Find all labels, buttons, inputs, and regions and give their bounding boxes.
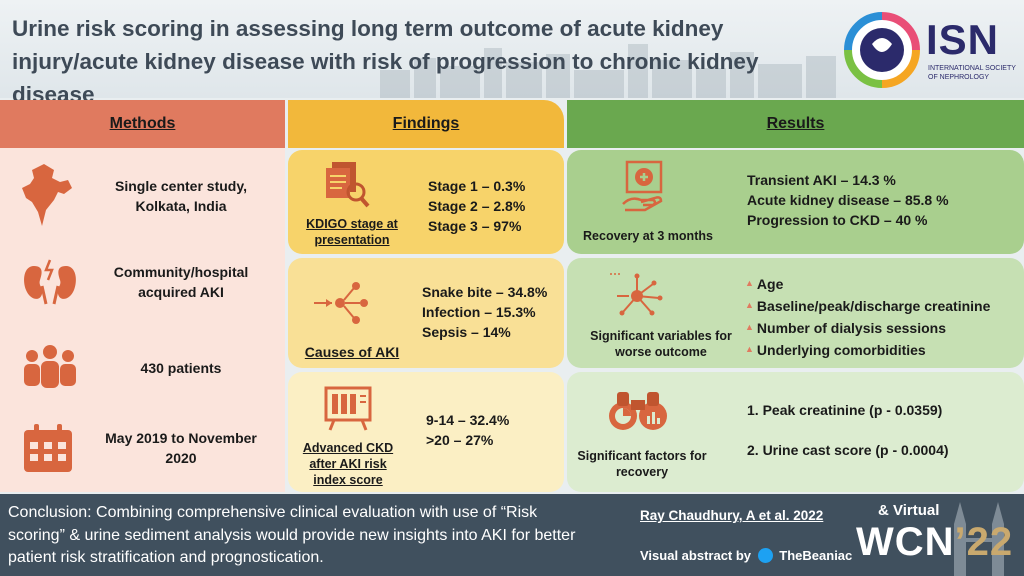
result-value: Baseline/peak/discharge creatinine xyxy=(756,298,991,314)
finding-card-causes: Causes of AKI Snake bite – 34.8% Infecti… xyxy=(288,258,564,368)
finding-value: 9-14 – 32.4% xyxy=(426,412,510,428)
method-item: 430 patients xyxy=(0,342,285,398)
result-card-recovery: Recovery at 3 months Transient AKI – 14.… xyxy=(567,150,1024,254)
finding-values: 9-14 – 32.4% >20 – 27% xyxy=(426,410,509,450)
twitter-bird-icon xyxy=(757,548,773,563)
result-value-row: ▲ Age xyxy=(745,274,990,296)
finding-value: Stage 2 – 2.8% xyxy=(428,198,526,214)
result-value: Progression to CKD – 40 % xyxy=(747,212,928,228)
result-value: Acute kidney disease – 85.8 % xyxy=(747,192,949,208)
result-value: 2. Urine cast score (p - 0.0004) xyxy=(747,442,949,458)
risk-index-board-icon xyxy=(324,386,372,431)
logo-text: ISN xyxy=(926,16,1000,63)
methods-header: Methods xyxy=(0,100,285,148)
finding-card-kdigo: KDIGO stage at presentation Stage 1 – 0.… xyxy=(288,150,564,254)
results-title: Results xyxy=(766,115,825,132)
result-value-row: ▲ Underlying comorbidities xyxy=(745,340,990,362)
finding-value: Stage 1 – 0.3% xyxy=(428,178,526,194)
variables-hub-icon xyxy=(610,273,663,316)
result-value: 1. Peak creatinine (p - 0.0359) xyxy=(747,402,943,418)
visual-abstract-credit: Visual abstract by TheBeaniac xyxy=(640,548,852,563)
city-skyline-decoration xyxy=(380,44,836,98)
finding-value: >20 – 27% xyxy=(426,432,494,448)
result-value-row: ▲ Number of dialysis sessions xyxy=(745,318,990,340)
method-text: Community/hospital acquired AKI xyxy=(113,264,249,300)
visual-abstract-label: Visual abstract by xyxy=(640,548,752,563)
result-card-variables: Significant variables for worse outcome … xyxy=(567,258,1024,368)
logo-subtitle: INTERNATIONAL SOCIETY OF NEPHROLOGY xyxy=(928,65,1016,81)
finding-values: Stage 1 – 0.3% Stage 2 – 2.8% Stage 3 – … xyxy=(428,176,525,236)
result-value: Underlying comorbidities xyxy=(756,342,926,358)
result-card-recovery-factors: Significant factors for recovery 1. Peak… xyxy=(567,372,1024,492)
header-banner: Urine risk scoring in assessing long ter… xyxy=(0,0,1024,107)
result-label: Significant variables for worse outcome xyxy=(590,329,732,359)
method-text: 430 patients xyxy=(140,360,222,376)
isn-logo: ISN INTERNATIONAL SOCIETY OF NEPHROLOGY xyxy=(842,6,1018,92)
wcn-event-logo: WCN’22 xyxy=(856,520,1013,565)
method-text: May 2019 to November 2020 xyxy=(105,430,257,466)
people-group-icon xyxy=(24,345,76,388)
documents-search-icon xyxy=(326,162,370,208)
arrow-up-icon: ▲ xyxy=(745,322,754,332)
finding-value: Infection – 15.3% xyxy=(422,304,536,320)
recovery-hand-icon xyxy=(622,160,663,212)
result-values: 1. Peak creatinine (p - 0.0359) 2. Urine… xyxy=(747,400,949,460)
finding-value: Snake bite – 34.8% xyxy=(422,284,548,300)
network-cause-icon xyxy=(314,282,368,324)
footer-bar: Conclusion: Combining comprehensive clin… xyxy=(0,494,1024,576)
result-value: Age xyxy=(756,276,784,292)
twin-towers-decoration xyxy=(954,502,1004,576)
method-item: Single center study, Kolkata, India xyxy=(0,162,285,232)
method-text: Single center study, Kolkata, India xyxy=(115,178,247,214)
result-value: Number of dialysis sessions xyxy=(756,320,946,336)
result-value-row: ▲ Baseline/peak/discharge creatinine xyxy=(745,296,990,318)
result-values: Transient AKI – 14.3 % Acute kidney dise… xyxy=(747,170,949,230)
method-item: May 2019 to November 2020 xyxy=(0,420,285,484)
twitter-handle[interactable]: TheBeaniac xyxy=(779,548,853,563)
finding-values: Snake bite – 34.8% Infection – 15.3% Sep… xyxy=(422,282,547,342)
findings-title: Findings xyxy=(392,115,460,132)
finding-label: KDIGO stage at presentation xyxy=(306,217,398,247)
conclusion-text: Conclusion: Combining comprehensive clin… xyxy=(8,504,576,566)
result-label: Significant factors for recovery xyxy=(577,449,707,479)
event-name: WCN xyxy=(856,520,955,564)
result-value: Transient AKI – 14.3 % xyxy=(747,172,896,188)
arrow-up-icon: ▲ xyxy=(745,344,754,354)
page-title: Urine risk scoring in assessing long ter… xyxy=(12,16,759,107)
finding-label: Advanced CKD after AKI risk index score xyxy=(302,441,394,487)
binoculars-chart-icon xyxy=(609,392,667,430)
citation-link[interactable]: Ray Chaudhury, A et al. 2022 xyxy=(640,508,824,523)
results-header: Results xyxy=(567,100,1024,148)
kidneys-icon xyxy=(24,259,76,305)
india-map-icon xyxy=(22,164,72,226)
method-item: Community/hospital acquired AKI xyxy=(0,256,285,320)
finding-label: Causes of AKI xyxy=(304,344,400,360)
isn-logo-emblem-icon xyxy=(844,12,920,88)
event-year: ’22 xyxy=(954,520,1014,564)
arrow-up-icon: ▲ xyxy=(745,278,754,288)
methods-panel: Single center study, Kolkata, India Comm… xyxy=(0,148,285,492)
finding-card-risk-index: Advanced CKD after AKI risk index score … xyxy=(288,372,564,492)
result-label: Recovery at 3 months xyxy=(583,229,713,243)
findings-header: Findings xyxy=(288,100,564,148)
result-values: ▲ Age ▲ Baseline/peak/discharge creatinine… xyxy=(745,274,990,362)
event-virtual-label: & Virtual xyxy=(878,502,940,519)
calendar-icon xyxy=(24,424,72,472)
methods-title: Methods xyxy=(109,115,176,132)
finding-value: Sepsis – 14% xyxy=(422,324,511,340)
arrow-up-icon: ▲ xyxy=(745,300,754,310)
finding-value: Stage 3 – 97% xyxy=(428,218,522,234)
